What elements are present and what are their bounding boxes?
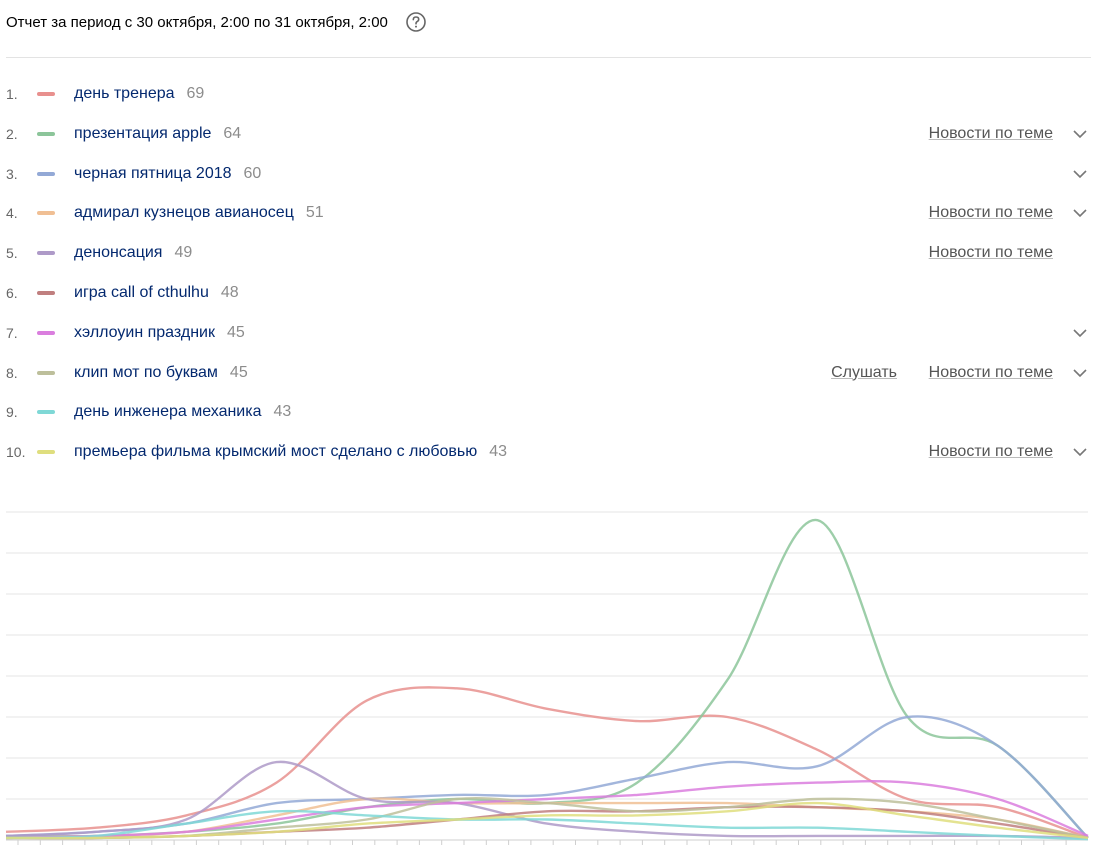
- query-row: 6. игра call of cthulhu 48: [0, 273, 1095, 313]
- query-rank: 4.: [6, 205, 18, 222]
- query-rank: 9.: [6, 404, 18, 421]
- query-row: 3. черная пятница 2018 60: [0, 154, 1095, 194]
- series-color-swatch: [37, 291, 55, 295]
- query-row: 10. премьера фильма крымский мост сделано…: [0, 432, 1095, 472]
- query-link[interactable]: денонсация: [74, 244, 163, 262]
- query-rank: 7.: [6, 324, 18, 341]
- query-link[interactable]: премьера фильма крымский мост сделано с …: [74, 443, 478, 461]
- series-line-2: [5, 518, 1089, 839]
- query-row: 2. презентация apple 64 Новости по теме: [0, 114, 1095, 154]
- report-title: Отчет за период с 30 октября, 2:00 по 31…: [6, 13, 388, 31]
- news-link[interactable]: Новости по теме: [928, 244, 1053, 262]
- series-color-swatch: [37, 330, 55, 335]
- query-count: 64: [223, 124, 242, 142]
- query-count: 43: [489, 443, 508, 461]
- query-row: 4. адмирал кузнецов авианосец 51 Новости по…: [0, 193, 1095, 233]
- listen-link[interactable]: Слушать: [831, 363, 897, 381]
- series-line-9: [5, 809, 1089, 841]
- news-link[interactable]: Новости по теме: [928, 363, 1053, 381]
- query-row: 9. день инженера механика 43: [0, 392, 1095, 432]
- query-count: 48: [220, 284, 239, 301]
- query-row: 5. денонсация 49 Новости по теме: [0, 233, 1095, 273]
- query-count: 45: [229, 363, 248, 381]
- query-rank: 3.: [6, 165, 18, 182]
- query-link[interactable]: игра call of cthulhu: [74, 284, 209, 301]
- query-text: хэллоуин праздник 45: [74, 324, 245, 342]
- series-color-swatch: [37, 370, 55, 375]
- query-link[interactable]: день инженера механика: [74, 403, 262, 421]
- chevron-down-icon[interactable]: [1073, 447, 1087, 457]
- chevron-down-icon[interactable]: [1073, 169, 1087, 179]
- query-row: 1. день тренера 69: [0, 74, 1095, 114]
- query-text: презентация apple 64: [74, 125, 241, 143]
- query-link[interactable]: клип мот по буквам: [74, 363, 218, 381]
- chevron-down-icon[interactable]: [1073, 129, 1087, 139]
- query-rank: 6.: [6, 285, 18, 301]
- series-color-swatch: [37, 251, 55, 256]
- series-color-swatch: [37, 92, 55, 96]
- query-link[interactable]: адмирал кузнецов авианосец: [74, 204, 294, 222]
- query-count: 43: [273, 403, 292, 421]
- series-color-swatch: [37, 211, 55, 216]
- query-count: 49: [174, 244, 193, 262]
- chevron-down-icon[interactable]: [1073, 208, 1087, 218]
- news-link[interactable]: Новости по теме: [928, 204, 1053, 222]
- query-text: адмирал кузнецов авианосец 51: [74, 204, 324, 222]
- query-text: клип мот по буквам 45: [74, 364, 248, 382]
- chevron-down-icon[interactable]: [1073, 368, 1087, 378]
- query-count: 60: [243, 164, 262, 182]
- query-rank: 10.: [6, 444, 26, 461]
- series-color-swatch: [37, 131, 55, 136]
- query-row: 8. клип мот по буквам 45 Слушать Новости по …: [0, 353, 1095, 393]
- query-rank: 5.: [6, 245, 18, 262]
- query-text: премьера фильма крымский мост сделано с …: [74, 443, 507, 461]
- report-header: Отчет за период с 30 октября, 2:00 по 31…: [6, 11, 427, 33]
- query-text: день инженера механика 43: [74, 403, 291, 421]
- query-row: 7. хэллоуин праздник 45: [0, 313, 1095, 353]
- series-color-swatch: [37, 450, 55, 455]
- query-link[interactable]: хэллоуин праздник: [74, 323, 215, 341]
- series-color-swatch: [37, 171, 55, 176]
- news-link[interactable]: Новости по теме: [928, 124, 1053, 142]
- query-count: 45: [226, 323, 245, 341]
- series-line-1: [5, 686, 1089, 840]
- question-circle-icon[interactable]: [405, 11, 427, 33]
- news-link[interactable]: Новости по теме: [928, 443, 1053, 461]
- series-line-5: [5, 760, 1089, 840]
- query-link[interactable]: черная пятница 2018: [74, 164, 232, 182]
- query-link[interactable]: презентация apple: [74, 124, 212, 142]
- query-rank: 2.: [6, 125, 18, 142]
- trend-chart: [5, 511, 1089, 845]
- query-text: денонсация 49: [74, 244, 192, 262]
- query-text: черная пятница 2018 60: [74, 165, 261, 183]
- query-rank: 1.: [6, 86, 18, 102]
- header-divider: [6, 57, 1091, 58]
- series-line-7: [5, 780, 1089, 840]
- query-text: игра call of cthulhu 48: [74, 284, 239, 302]
- query-count: 69: [186, 85, 205, 102]
- query-text: день тренера 69: [74, 85, 204, 103]
- chevron-down-icon[interactable]: [1073, 328, 1087, 338]
- query-count: 51: [305, 204, 324, 222]
- query-rank: 8.: [6, 364, 18, 381]
- series-color-swatch: [37, 410, 55, 415]
- series-line-10: [5, 801, 1089, 840]
- query-link[interactable]: день тренера: [74, 85, 175, 102]
